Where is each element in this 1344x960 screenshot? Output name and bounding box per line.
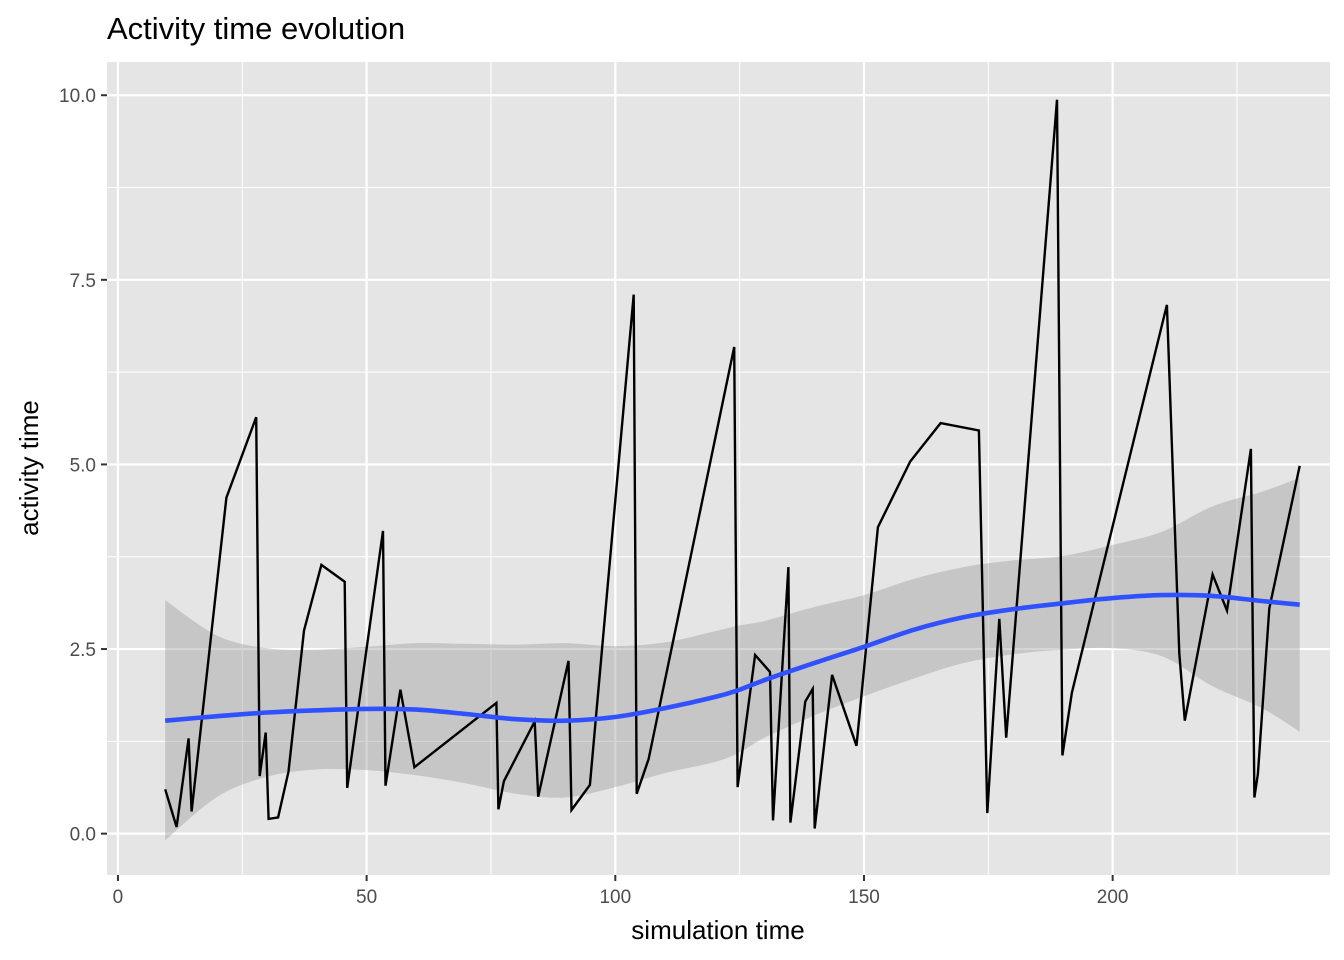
y-tick-label: 0.0 xyxy=(70,825,96,846)
grid-minor xyxy=(107,62,1330,875)
series-line xyxy=(164,99,1301,829)
y-tick-label: 10.0 xyxy=(59,86,96,107)
x-axis-title: simulation time xyxy=(631,915,804,945)
y-tick-label: 5.0 xyxy=(70,455,96,476)
x-tick-label: 0 xyxy=(113,887,124,908)
x-tick-label: 100 xyxy=(599,887,631,908)
y-tick-label: 7.5 xyxy=(70,271,96,292)
x-tick-label: 200 xyxy=(1097,887,1129,908)
y-axis-title: activity time xyxy=(14,400,44,536)
confidence-ribbon xyxy=(165,477,1300,841)
grid-major xyxy=(107,62,1330,875)
y-tick-label: 2.5 xyxy=(70,640,96,661)
chart-title: Activity time evolution xyxy=(107,11,405,46)
smooth-line xyxy=(164,592,1300,724)
x-tick-label: 150 xyxy=(848,887,880,908)
y-axis: 0.0 2.5 5.0 7.5 10.0 xyxy=(59,86,107,846)
x-tick-label: 50 xyxy=(356,887,377,908)
x-axis: 0 50 100 150 200 xyxy=(113,875,1129,908)
